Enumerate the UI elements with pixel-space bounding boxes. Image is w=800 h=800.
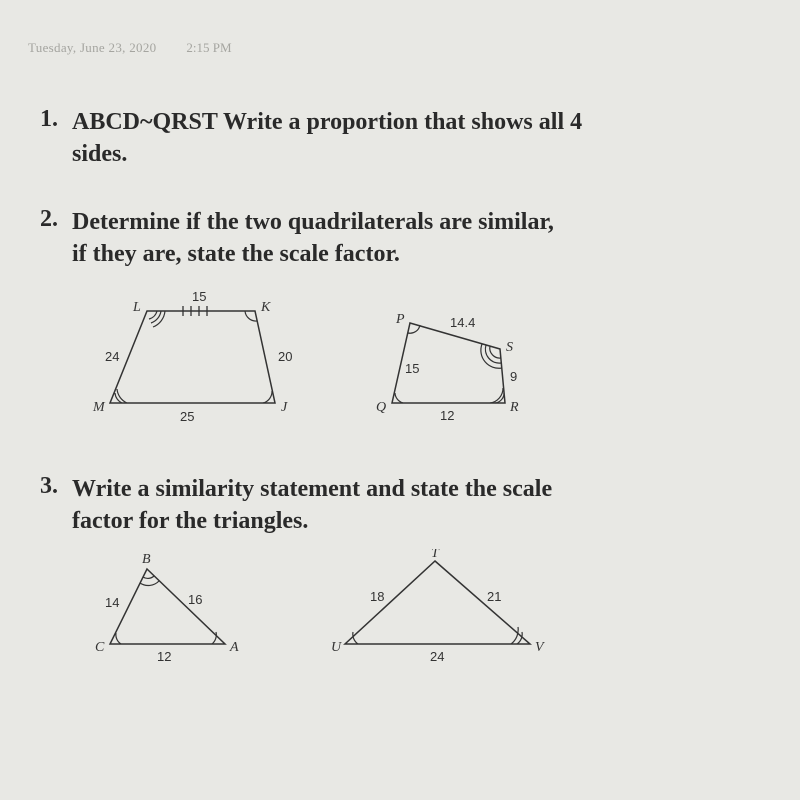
side-label: 16 — [188, 592, 202, 607]
worksheet-page: Tuesday, June 23, 2020 2:15 PM 1. ABCD~Q… — [0, 0, 800, 800]
angle-arc — [481, 344, 502, 368]
side-label: 18 — [370, 589, 384, 604]
vertex-label: Q — [376, 400, 386, 415]
side-label: 14.4 — [450, 315, 475, 330]
side-label: 24 — [105, 349, 119, 364]
vertex-label: C — [95, 640, 105, 655]
side-label: 12 — [440, 408, 454, 423]
vertex-label: A — [229, 640, 239, 655]
problem-number: 3. — [40, 473, 68, 500]
triangle-bca: B A C 14 16 12 — [85, 549, 255, 664]
side-label: 24 — [430, 649, 444, 664]
side-label: 20 — [278, 349, 292, 364]
figure-row-quads: L K J M 15 20 25 24 — [85, 283, 770, 433]
problem-1: 1. ABCD~QRST Write a proportion that sho… — [40, 106, 770, 171]
polygon-lkjm — [110, 311, 275, 403]
figure-row-triangles: B A C 14 16 12 T V U 18 21 — [85, 549, 770, 664]
problem-text: Determine if the two quadrilaterals are … — [72, 206, 768, 271]
problems-container: 1. ABCD~QRST Write a proportion that sho… — [0, 66, 800, 664]
page-header: Tuesday, June 23, 2020 2:15 PM — [0, 0, 800, 66]
triangle-tuv: T V U 18 21 24 — [325, 549, 555, 664]
vertex-label: U — [331, 640, 342, 655]
problem-3: 3. Write a similarity statement and stat… — [40, 473, 770, 665]
problem-line: Determine if the two quadrilaterals are … — [72, 209, 554, 235]
angle-arc — [140, 581, 159, 585]
side-label: 15 — [405, 361, 419, 376]
side-label: 9 — [510, 369, 517, 384]
problem-number: 2. — [40, 206, 68, 233]
angle-arc — [149, 311, 157, 319]
vertex-label: P — [395, 312, 405, 327]
quad-psrq: P S R Q 14.4 9 12 15 — [370, 303, 550, 433]
vertex-label: R — [509, 400, 519, 415]
problem-line: factor for the triangles. — [72, 505, 768, 537]
problem-line: if they are, state the scale factor. — [72, 238, 768, 270]
polygon-bca — [110, 569, 225, 644]
angle-arc — [143, 576, 154, 578]
problem-text: ABCD~QRST Write a proportion that shows … — [72, 106, 768, 171]
side-label: 12 — [157, 649, 171, 664]
angle-arc — [153, 311, 165, 327]
vertex-label: S — [506, 340, 513, 355]
vertex-label: V — [535, 640, 545, 655]
problem-line: Write a similarity statement and state t… — [72, 476, 552, 502]
vertex-label: J — [281, 400, 288, 415]
side-label: 14 — [105, 595, 119, 610]
vertex-label: L — [132, 300, 141, 315]
problem-line: ABCD~QRST Write a proportion that shows … — [72, 109, 582, 135]
problem-text: Write a similarity statement and state t… — [72, 473, 768, 538]
side-label: 15 — [192, 289, 206, 304]
vertex-label: K — [260, 300, 271, 315]
problem-number: 1. — [40, 106, 68, 133]
angle-arc — [395, 393, 403, 403]
angle-arc — [263, 391, 272, 403]
problem-2: 2. Determine if the two quadrilaterals a… — [40, 206, 770, 433]
problem-line: sides. — [72, 138, 768, 170]
vertex-label: M — [92, 400, 106, 415]
angle-arc — [116, 633, 121, 644]
side-label: 21 — [487, 589, 501, 604]
header-date: Tuesday, June 23, 2020 — [28, 40, 156, 56]
quad-lkjm: L K J M 15 20 25 24 — [85, 283, 315, 433]
vertex-label: B — [142, 552, 151, 567]
header-time: 2:15 PM — [186, 40, 231, 56]
vertex-label: T — [431, 549, 440, 561]
side-label: 25 — [180, 409, 194, 424]
